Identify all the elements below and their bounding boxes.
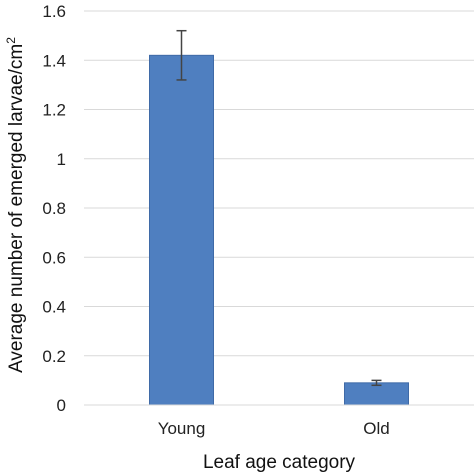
x-tick-label: Young bbox=[158, 419, 206, 438]
error-bars bbox=[176, 29, 382, 387]
y-tick-label: 0.6 bbox=[42, 248, 66, 267]
bar-old bbox=[344, 382, 409, 406]
y-axis-tick-labels: 0 0.2 0.4 0.6 0.8 1 1.2 1.4 1.6 bbox=[42, 2, 66, 415]
error-bar-old bbox=[371, 379, 382, 387]
error-bar-young bbox=[176, 29, 187, 81]
y-axis-title-main: Average number of emerged larvae/cm bbox=[6, 44, 27, 373]
gridlines bbox=[84, 10, 474, 357]
y-tick-label: 0.8 bbox=[42, 199, 66, 218]
y-axis-title: Average number of emerged larvae/cm2 bbox=[4, 37, 27, 373]
x-tick-label: Old bbox=[363, 419, 389, 438]
bar-young bbox=[149, 54, 214, 406]
y-tick-label: 0.4 bbox=[42, 298, 66, 317]
y-tick-label: 0 bbox=[57, 396, 66, 415]
bars bbox=[149, 54, 409, 406]
y-tick-label: 1.6 bbox=[42, 2, 66, 21]
y-tick-label: 1.4 bbox=[42, 51, 66, 70]
y-tick-label: 1 bbox=[57, 150, 66, 169]
y-axis-title-superscript: 2 bbox=[4, 37, 18, 44]
y-tick-label: 0.2 bbox=[42, 347, 66, 366]
y-tick-label: 1.2 bbox=[42, 101, 66, 120]
x-axis-title: Leaf age category bbox=[203, 452, 356, 473]
x-axis-tick-labels: Young Old bbox=[158, 419, 390, 438]
